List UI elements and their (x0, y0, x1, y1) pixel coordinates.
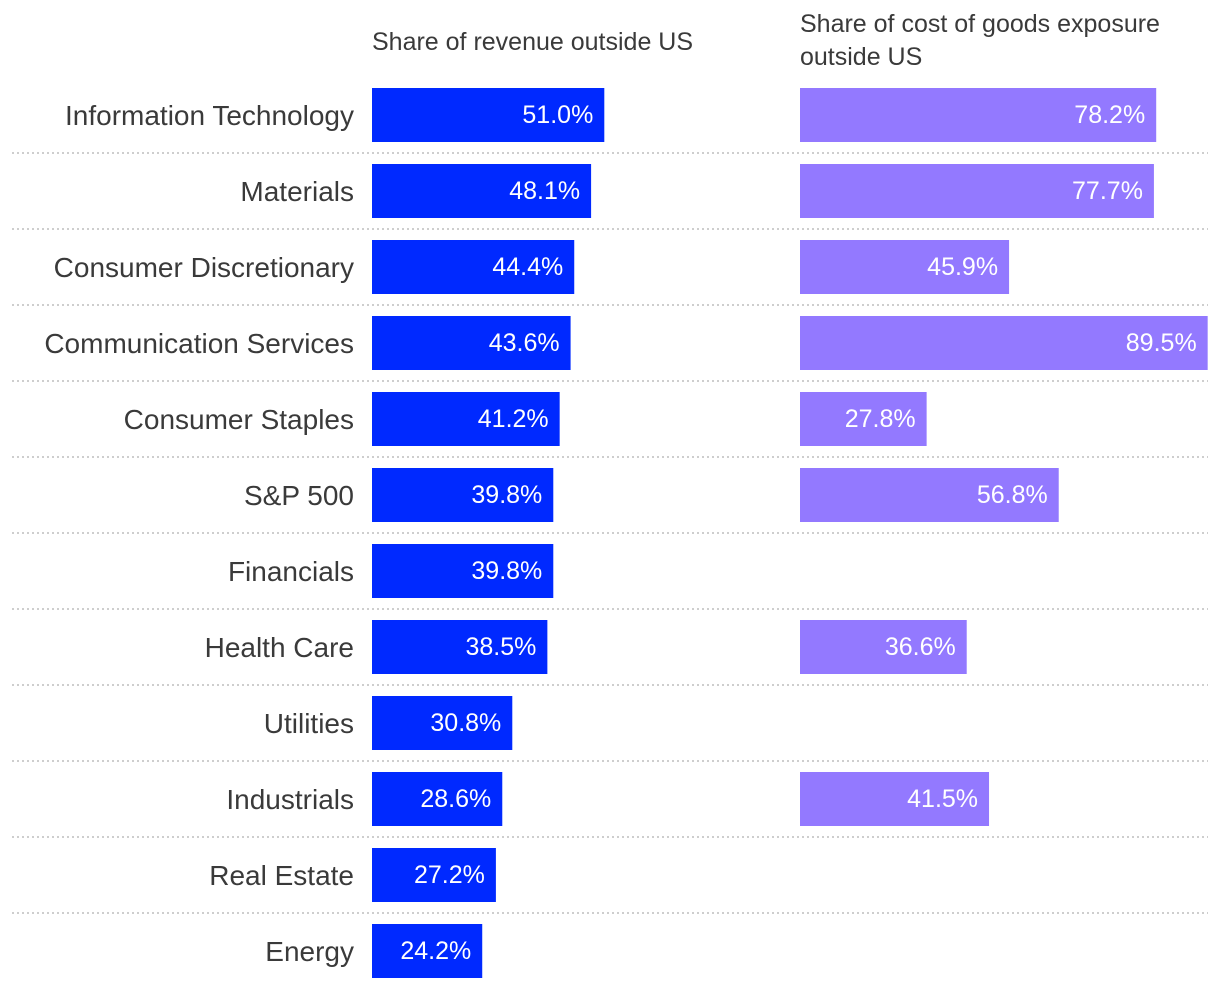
bar-cogs (800, 240, 1010, 294)
category-label: Health Care (205, 632, 354, 663)
category-label: Financials (228, 556, 354, 587)
series-header-cogs: Share of cost of goods exposure outside U… (800, 10, 1160, 71)
bar-revenue (372, 848, 496, 902)
category-label: Real Estate (209, 860, 354, 891)
data-label-cogs: 78.2% (1074, 101, 1145, 129)
data-label-revenue: 30.8% (430, 709, 501, 737)
row-separators (12, 152, 1208, 914)
category-label: Energy (265, 936, 354, 967)
category-label: Materials (240, 176, 354, 207)
data-label-revenue: 38.5% (465, 633, 536, 661)
series-header-cogs-line: outside US (800, 43, 922, 71)
bar-revenue (372, 240, 575, 294)
series-header-revenue-line: Share of revenue outside US (372, 28, 693, 56)
bar-revenue (372, 392, 560, 446)
data-label-cogs: 36.6% (885, 633, 956, 661)
bars: 51.0% 78.2% 48.1% 77.7% 44.4% 45.9% 43.6% 89.5%… (372, 88, 1208, 978)
category-label: Industrials (226, 784, 354, 815)
data-label-revenue: 48.1% (509, 177, 580, 205)
category-label: Consumer Discretionary (54, 252, 354, 283)
data-label-cogs: 41.5% (907, 785, 978, 813)
bar-revenue (372, 468, 554, 522)
bar-revenue (372, 544, 554, 598)
data-label-revenue: 39.8% (471, 481, 542, 509)
data-label-revenue: 27.2% (414, 861, 485, 889)
series-header-revenue: Share of revenue outside US (372, 28, 693, 56)
data-label-revenue: 43.6% (489, 329, 560, 357)
bar-cogs (800, 620, 967, 674)
bar-cogs (800, 468, 1059, 522)
series-headers: Share of revenue outside US Share of cost… (372, 10, 1160, 71)
data-label-revenue: 44.4% (492, 253, 563, 281)
bar-cogs (800, 772, 990, 826)
data-label-revenue: 28.6% (420, 785, 491, 813)
bar-revenue (372, 316, 571, 370)
category-labels: Information Technology Materials Consumer … (44, 100, 354, 967)
bar-revenue (372, 924, 483, 978)
data-label-revenue: 24.2% (400, 937, 471, 965)
bar-revenue (372, 620, 548, 674)
data-label-cogs: 89.5% (1126, 329, 1197, 357)
category-label: Information Technology (65, 100, 354, 131)
bar-revenue (372, 88, 605, 142)
category-label: Consumer Staples (124, 404, 354, 435)
bar-cogs (800, 88, 1157, 142)
bar-revenue (372, 164, 592, 218)
bar-cogs (800, 316, 1208, 370)
data-label-cogs: 45.9% (927, 253, 998, 281)
data-label-revenue: 41.2% (478, 405, 549, 433)
data-label-cogs: 27.8% (845, 405, 916, 433)
bar-revenue (372, 696, 513, 750)
category-label: Communication Services (44, 328, 354, 359)
category-label: Utilities (264, 708, 354, 739)
series-header-cogs-line: Share of cost of goods exposure (800, 10, 1160, 38)
category-label: S&P 500 (244, 480, 354, 511)
data-label-revenue: 51.0% (522, 101, 593, 129)
bar-revenue (372, 772, 503, 826)
data-label-cogs: 56.8% (977, 481, 1048, 509)
data-label-revenue: 39.8% (471, 557, 542, 585)
data-label-cogs: 77.7% (1072, 177, 1143, 205)
bar-cogs (800, 164, 1154, 218)
bar-cogs (800, 392, 927, 446)
